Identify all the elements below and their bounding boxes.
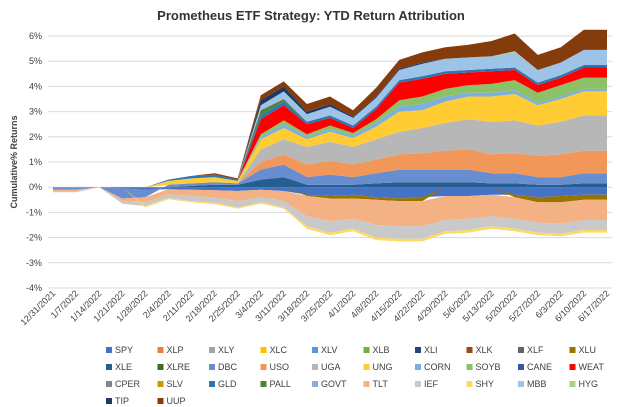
legend-label-dbc: DBC [218, 362, 238, 372]
legend-swatch-uga [312, 364, 318, 370]
legend-label-xlk: XLK [476, 345, 493, 355]
legend-label-cper: CPER [115, 379, 141, 389]
legend-label-hyg: HYG [579, 379, 599, 389]
legend-label-corn: CORN [424, 362, 451, 372]
area-xle [53, 177, 607, 188]
y-tick-label: -1% [26, 207, 42, 217]
legend-swatch-govt [312, 381, 318, 387]
legend-label-ief: IEF [424, 379, 439, 389]
legend-label-xlp: XLP [167, 345, 184, 355]
legend-swatch-corn [415, 364, 421, 370]
area-uga [53, 115, 607, 188]
legend-label-xli: XLI [424, 345, 438, 355]
legend-label-slv: SLV [167, 379, 183, 389]
legend-label-govt: GOVT [321, 379, 347, 389]
legend-swatch-weat [569, 364, 576, 370]
legend-swatch-soyb [466, 364, 473, 370]
y-axis-label: Cumulative% Returns [9, 115, 19, 208]
y-tick-label: 3% [29, 107, 42, 117]
legend-swatch-ung [363, 364, 370, 370]
legend-label-uup: UUP [167, 396, 186, 406]
legend-swatch-hyg [569, 381, 576, 387]
y-tick-label: 1% [29, 157, 42, 167]
legend-swatch-spy [106, 347, 112, 353]
legend-swatch-xle [106, 364, 112, 370]
area-xlu [53, 187, 607, 203]
legend-label-tlt: TLT [373, 379, 389, 389]
legend-label-xlre: XLRE [167, 362, 191, 372]
legend-label-xlc: XLC [270, 345, 288, 355]
legend-swatch-tip [106, 398, 112, 404]
legend-swatch-ief [415, 381, 421, 387]
legend-label-ung: UNG [373, 362, 393, 372]
legend-label-xle: XLE [115, 362, 132, 372]
legend-swatch-dbc [209, 364, 215, 370]
legend-swatch-cane [518, 364, 524, 370]
legend-label-xlf: XLF [527, 345, 544, 355]
legend-label-xlv: XLV [321, 345, 337, 355]
legend-swatch-gld [209, 381, 215, 387]
area-ung [53, 91, 607, 188]
y-tick-label: -4% [26, 283, 42, 293]
legend-swatch-xlk [466, 347, 473, 353]
legend-swatch-cper [106, 381, 112, 387]
y-tick-label: 0% [29, 182, 42, 192]
legend-swatch-mbb [518, 381, 524, 387]
stacked-areas [53, 29, 607, 242]
legend-label-weat: WEAT [579, 362, 605, 372]
legend-swatch-xlre [157, 364, 164, 370]
legend-label-xlb: XLB [373, 345, 390, 355]
y-tick-label: -2% [26, 233, 42, 243]
legend-swatch-xlp [157, 347, 164, 353]
legend-label-spy: SPY [115, 345, 133, 355]
legend-label-pall: PALL [270, 379, 291, 389]
legend-swatch-xlc [260, 347, 267, 353]
legend-label-uga: UGA [321, 362, 341, 372]
legend-label-xlu: XLU [579, 345, 597, 355]
legend-label-gld: GLD [218, 379, 237, 389]
legend-swatch-xlb [363, 347, 370, 353]
y-tick-label: -3% [26, 258, 42, 268]
legend-swatch-tlt [363, 381, 370, 387]
y-tick-label: 2% [29, 132, 42, 142]
y-tick-label: 4% [29, 81, 42, 91]
legend-swatch-shy [466, 381, 473, 387]
legend-swatch-xlf [518, 347, 524, 353]
legend-swatch-pall [260, 381, 267, 387]
legend-label-xly: XLY [218, 345, 234, 355]
legend-swatch-xlv [312, 347, 318, 353]
legend-label-cane: CANE [527, 362, 552, 372]
area-uso [53, 149, 607, 188]
area-soyb [53, 77, 607, 188]
legend-swatch-slv [157, 381, 164, 387]
legend-swatch-uup [157, 398, 164, 404]
legend-label-soyb: SOYB [476, 362, 501, 372]
legend-label-uso: USO [270, 362, 290, 372]
area-spy [53, 187, 607, 199]
legend-label-shy: SHY [476, 379, 495, 389]
area-ief [53, 187, 607, 239]
y-tick-label: 5% [29, 56, 42, 66]
legend-swatch-uso [260, 364, 267, 370]
legend-swatch-xly [209, 347, 215, 353]
legend-label-tip: TIP [115, 396, 129, 406]
legend-swatch-xli [415, 347, 421, 353]
y-tick-label: 6% [29, 31, 42, 41]
area-tlt [53, 187, 607, 227]
legend-swatch-xlu [569, 347, 576, 353]
chart-title: Prometheus ETF Strategy: YTD Return Attr… [157, 8, 465, 23]
legend-label-mbb: MBB [527, 379, 547, 389]
area-dbc [53, 164, 607, 199]
legend: SPY XLP XLY XLC XLV XLB XLI XLK XLF XLU XLE XLRE DBC… [106, 345, 604, 406]
